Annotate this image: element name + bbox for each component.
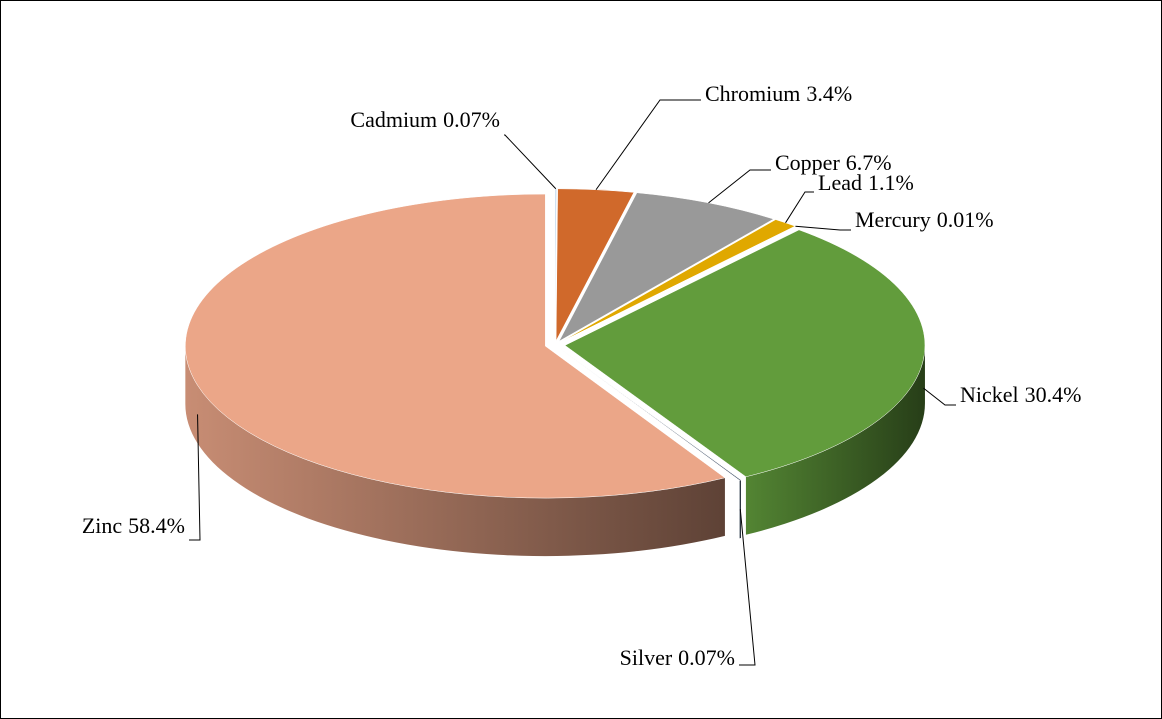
label-value: 3.4% — [806, 81, 852, 106]
label-category: Lead — [818, 170, 862, 195]
slice-label: Copper 6.7% — [775, 150, 892, 175]
slice — [564, 229, 926, 478]
label-value: 0.01% — [937, 207, 994, 232]
label-category: Mercury — [855, 207, 931, 232]
slice-sides — [185, 345, 925, 557]
label-category: Nickel — [960, 382, 1019, 407]
slice-label: Silver 0.07% — [620, 645, 735, 670]
label-value: 0.07% — [678, 645, 735, 670]
label-value: 58.4% — [128, 513, 185, 538]
leader-line — [595, 99, 701, 191]
leader-line — [739, 509, 756, 666]
leader-line — [189, 414, 201, 541]
slice-label: Chromium 3.4% — [705, 81, 852, 106]
slice — [555, 188, 635, 341]
slice-side — [745, 345, 925, 535]
leader-line — [504, 134, 557, 190]
label-value: 30.4% — [1025, 382, 1082, 407]
label-value: 6.7% — [846, 150, 892, 175]
leader-line — [708, 169, 771, 204]
labels: Cadmium 0.07%Chromium 3.4%Copper 6.7%Lead 1.… — [82, 81, 1082, 670]
slice — [554, 188, 557, 341]
label-category: Cadmium — [350, 107, 437, 132]
slice-tops — [185, 188, 926, 499]
label-category: Zinc — [82, 513, 123, 538]
label-value: 0.07% — [443, 107, 500, 132]
leader-line — [923, 387, 956, 406]
slice — [185, 193, 726, 499]
slice-side — [739, 480, 741, 539]
label-value: 1.1% — [868, 170, 914, 195]
label-category: Silver — [620, 645, 673, 670]
slice-label: Mercury 0.01% — [855, 207, 994, 232]
slice-label: Zinc 58.4% — [82, 513, 185, 538]
slice-side — [185, 346, 725, 557]
slice-label: Cadmium 0.07% — [350, 107, 500, 132]
leader-line — [785, 191, 814, 224]
slice-label: Nickel 30.4% — [960, 382, 1081, 407]
slice-label: Lead 1.1% — [818, 170, 914, 195]
leader-line — [795, 225, 851, 231]
slice — [559, 348, 742, 481]
label-category: Copper — [775, 150, 840, 175]
label-category: Chromium — [705, 81, 800, 106]
